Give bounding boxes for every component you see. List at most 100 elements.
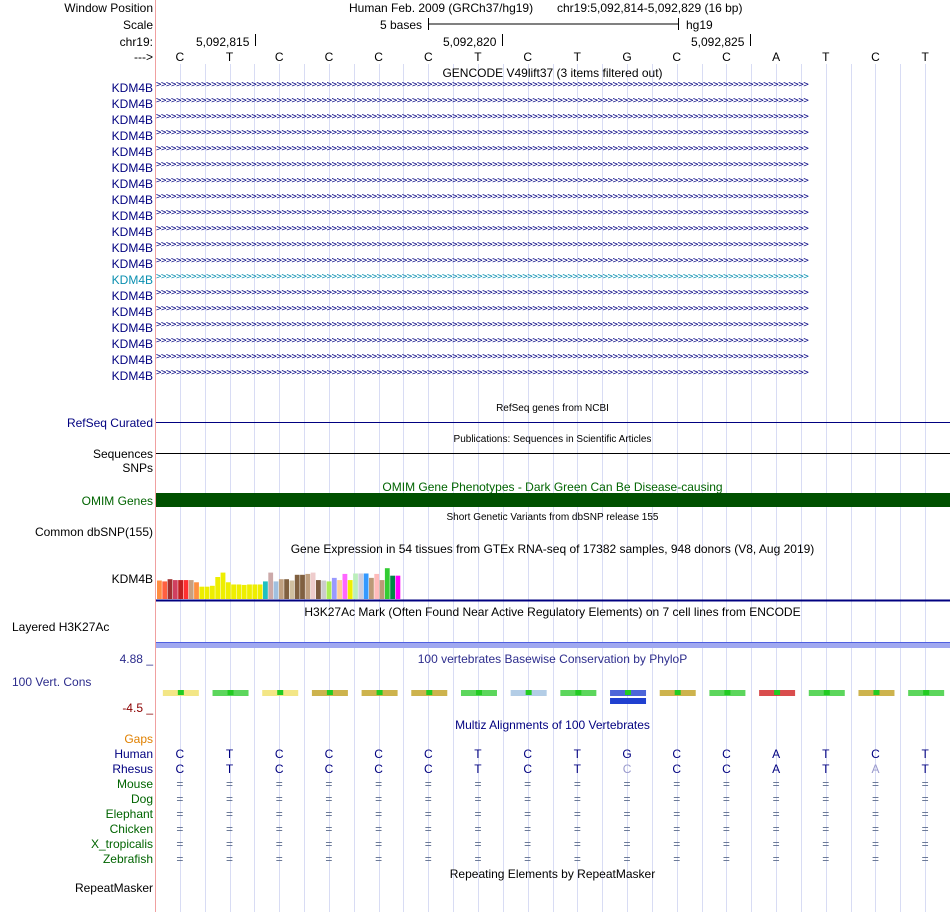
gtex-tissue-bar[interactable] (363, 573, 369, 599)
gene-label[interactable]: KDM4B (111, 145, 153, 159)
gtex-tissue-bar[interactable] (374, 573, 380, 599)
gtex-tissue-bar[interactable] (294, 574, 300, 599)
gene-transcript-line[interactable]: >>>>>>>>>>>>>>>>>>>>>>>>>>>>>>>>>>>>>>>>… (156, 80, 809, 90)
cons-title[interactable]: 100 vertebrates Basewise Conservation by… (417, 652, 688, 666)
gtex-tissue-bar[interactable] (321, 580, 327, 599)
gene-label[interactable]: KDM4B (111, 97, 153, 111)
gtex-tissue-bar[interactable] (220, 572, 226, 599)
gtex-tissue-bar[interactable] (241, 584, 247, 599)
multiz-title[interactable]: Multiz Alignments of 100 Vertebrates (455, 718, 650, 732)
gene-transcript-line[interactable]: >>>>>>>>>>>>>>>>>>>>>>>>>>>>>>>>>>>>>>>>… (156, 144, 809, 154)
gtex-tissue-bar[interactable] (247, 584, 252, 599)
gtex-tissue-bar[interactable] (183, 580, 189, 599)
gene-transcript-line[interactable]: >>>>>>>>>>>>>>>>>>>>>>>>>>>>>>>>>>>>>>>>… (156, 224, 809, 234)
species-label[interactable]: Mouse (116, 777, 153, 791)
gtex-tissue-bar[interactable] (215, 577, 221, 599)
gene-label[interactable]: KDM4B (111, 129, 153, 143)
gene-transcript-line[interactable]: >>>>>>>>>>>>>>>>>>>>>>>>>>>>>>>>>>>>>>>>… (156, 240, 809, 250)
gene-transcript-line[interactable]: >>>>>>>>>>>>>>>>>>>>>>>>>>>>>>>>>>>>>>>>… (156, 256, 809, 266)
gtex-tissue-bar[interactable] (379, 580, 385, 599)
gtex-tissue-bar[interactable] (172, 580, 178, 599)
gencode-title[interactable]: GENCODE V49lift37 (3 items filtered out) (442, 66, 663, 80)
gene-transcript-line[interactable]: >>>>>>>>>>>>>>>>>>>>>>>>>>>>>>>>>>>>>>>>… (156, 160, 809, 170)
gtex-tissue-bar[interactable] (390, 575, 395, 599)
h3k27ac-title[interactable]: H3K27Ac Mark (Often Found Near Active Re… (304, 605, 801, 619)
gtex-tissue-bar[interactable] (167, 579, 173, 599)
gene-transcript-line[interactable]: >>>>>>>>>>>>>>>>>>>>>>>>>>>>>>>>>>>>>>>>… (156, 304, 809, 314)
gene-transcript-line[interactable]: >>>>>>>>>>>>>>>>>>>>>>>>>>>>>>>>>>>>>>>>… (156, 352, 809, 362)
species-label[interactable]: Rhesus (112, 762, 153, 776)
repeatmasker-title[interactable]: Repeating Elements by RepeatMasker (449, 867, 656, 881)
h3k27ac-label[interactable]: Layered H3K27Ac (12, 620, 110, 634)
gene-transcript-line[interactable]: >>>>>>>>>>>>>>>>>>>>>>>>>>>>>>>>>>>>>>>>… (156, 320, 809, 330)
gtex-tissue-bar[interactable] (204, 586, 210, 599)
gtex-tissue-bar[interactable] (358, 573, 364, 599)
gene-transcript-line[interactable]: >>>>>>>>>>>>>>>>>>>>>>>>>>>>>>>>>>>>>>>>… (156, 192, 809, 202)
gene-transcript-line[interactable]: >>>>>>>>>>>>>>>>>>>>>>>>>>>>>>>>>>>>>>>>… (156, 336, 809, 346)
gene-label[interactable]: KDM4B (111, 321, 153, 335)
publications-title[interactable]: Publications: Sequences in Scientific Ar… (453, 434, 652, 445)
gtex-tissue-bar[interactable] (316, 580, 321, 599)
gtex-tissue-bar[interactable] (331, 577, 337, 599)
gene-transcript-line[interactable]: >>>>>>>>>>>>>>>>>>>>>>>>>>>>>>>>>>>>>>>>… (156, 112, 809, 122)
gtex-tissue-bar[interactable] (384, 568, 390, 599)
gtex-tissue-bar[interactable] (210, 585, 215, 599)
gtex-tissue-bar[interactable] (300, 574, 305, 599)
gtex-tissue-bar[interactable] (194, 582, 199, 599)
gtex-tissue-bar[interactable] (347, 580, 353, 599)
gtex-tissue-bar[interactable] (395, 575, 401, 599)
gene-label[interactable]: KDM4B (111, 273, 153, 287)
omim-bar[interactable] (156, 493, 950, 507)
gtex-tissue-bar[interactable] (231, 584, 236, 599)
gene-label[interactable]: KDM4B (111, 113, 153, 127)
gene-transcript-line[interactable]: >>>>>>>>>>>>>>>>>>>>>>>>>>>>>>>>>>>>>>>>… (156, 272, 809, 282)
gtex-title[interactable]: Gene Expression in 54 tissues from GTEx … (290, 542, 815, 556)
gtex-tissue-bar[interactable] (263, 581, 268, 599)
gtex-tissue-bar[interactable] (257, 584, 263, 599)
cons-label[interactable]: 100 Vert. Cons (12, 675, 92, 689)
gene-transcript-line[interactable]: >>>>>>>>>>>>>>>>>>>>>>>>>>>>>>>>>>>>>>>>… (156, 176, 809, 186)
gtex-tissue-bar[interactable] (310, 572, 316, 599)
gtex-tissue-bar[interactable] (369, 577, 374, 599)
gtex-tissue-bar[interactable] (342, 573, 348, 599)
gtex-tissue-bar[interactable] (252, 584, 258, 599)
species-label[interactable]: Human (114, 747, 153, 761)
omim-title[interactable]: OMIM Gene Phenotypes - Dark Green Can Be… (382, 480, 723, 494)
gene-transcript-line[interactable]: >>>>>>>>>>>>>>>>>>>>>>>>>>>>>>>>>>>>>>>>… (156, 96, 809, 106)
gtex-bar-chart[interactable] (156, 555, 950, 603)
gtex-tissue-bar[interactable] (337, 580, 342, 599)
gene-transcript-line[interactable]: >>>>>>>>>>>>>>>>>>>>>>>>>>>>>>>>>>>>>>>>… (156, 208, 809, 218)
gene-label[interactable]: KDM4B (111, 289, 153, 303)
gene-label[interactable]: KDM4B (111, 193, 153, 207)
gtex-tissue-bar[interactable] (268, 572, 274, 599)
repeatmasker-label[interactable]: RepeatMasker (74, 881, 153, 895)
gene-label[interactable]: KDM4B (111, 209, 153, 223)
gaps-label[interactable]: Gaps (124, 732, 153, 746)
gtex-tissue-bar[interactable] (188, 580, 194, 599)
gtex-tissue-bar[interactable] (199, 586, 205, 599)
gene-label[interactable]: KDM4B (111, 353, 153, 367)
gtex-tissue-bar[interactable] (162, 581, 168, 599)
gene-label[interactable]: KDM4B (111, 161, 153, 175)
gtex-tissue-bar[interactable] (273, 581, 279, 599)
dbsnp-title[interactable]: Short Genetic Variants from dbSNP releas… (446, 512, 659, 523)
gene-label[interactable]: KDM4B (111, 81, 153, 95)
species-label[interactable]: Zebrafish (102, 852, 153, 866)
gtex-tissue-bar[interactable] (305, 573, 311, 599)
gene-label[interactable]: KDM4B (111, 225, 153, 239)
gene-transcript-line[interactable]: >>>>>>>>>>>>>>>>>>>>>>>>>>>>>>>>>>>>>>>>… (156, 288, 809, 298)
gene-label[interactable]: KDM4B (111, 257, 153, 271)
gene-label[interactable]: KDM4B (111, 177, 153, 191)
publications-label[interactable]: Sequences (92, 447, 153, 461)
gtex-label[interactable]: KDM4B (111, 572, 153, 586)
dbsnp-label[interactable]: Common dbSNP(155) (34, 525, 153, 539)
gtex-tissue-bar[interactable] (225, 582, 231, 599)
gene-label[interactable]: KDM4B (111, 241, 153, 255)
gene-transcript-line[interactable]: >>>>>>>>>>>>>>>>>>>>>>>>>>>>>>>>>>>>>>>>… (156, 368, 809, 378)
species-label[interactable]: Elephant (105, 807, 153, 821)
gtex-tissue-bar[interactable] (289, 580, 295, 599)
gtex-tissue-bar[interactable] (157, 580, 162, 599)
gtex-tissue-bar[interactable] (278, 579, 284, 599)
species-label[interactable]: Dog (130, 792, 153, 806)
refseq-title[interactable]: RefSeq genes from NCBI (496, 403, 609, 414)
